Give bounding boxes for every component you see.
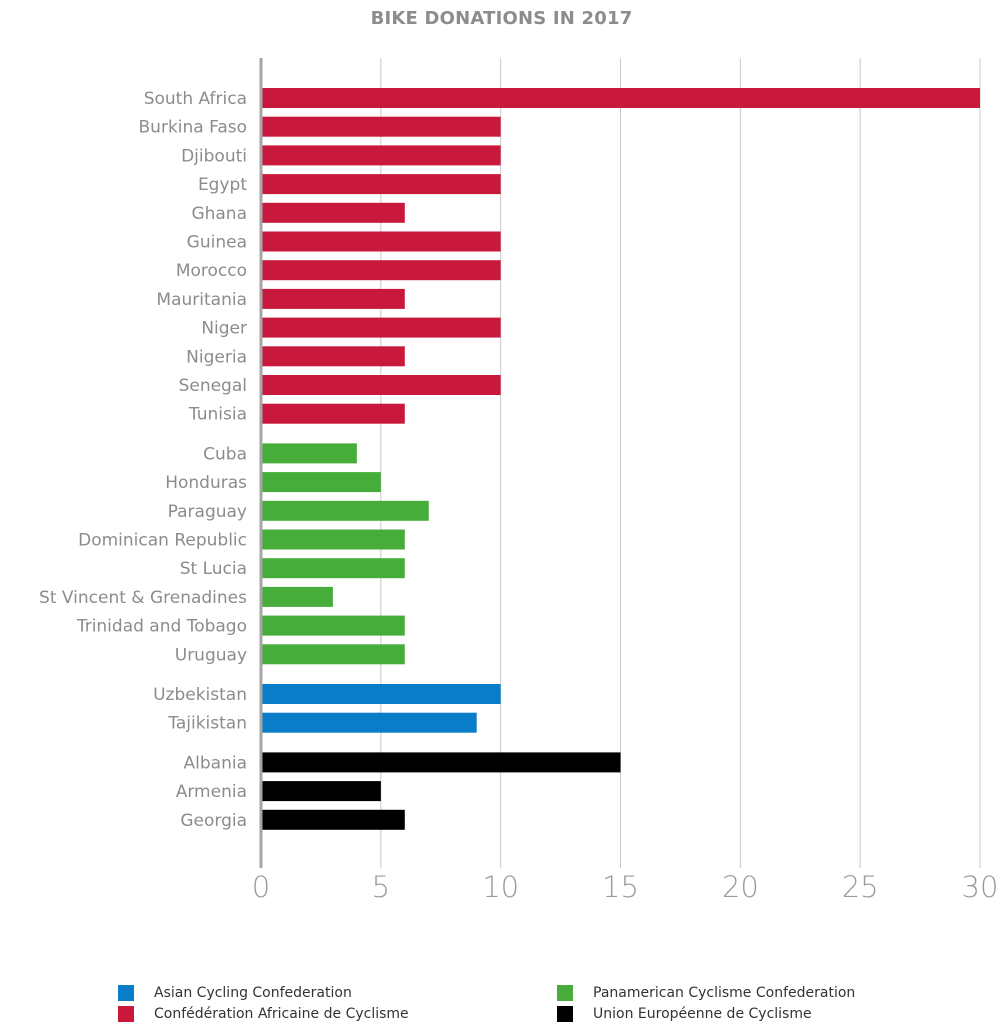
legend-swatch-asian	[118, 985, 134, 1001]
bar-uruguay	[261, 644, 405, 665]
category-label-senegal: Senegal	[179, 376, 247, 396]
x-tick-label-0: 0	[252, 870, 270, 904]
legend-label-panamerican: Panamerican Cyclisme Confederation	[593, 985, 856, 1001]
bar-guinea	[261, 231, 501, 252]
bar-albania	[261, 752, 621, 773]
bar-paraguay	[261, 500, 429, 521]
bar-dominican-republic	[261, 529, 405, 550]
bar-georgia	[261, 809, 405, 830]
category-label-armenia: Armenia	[176, 782, 247, 802]
category-label-tunisia: Tunisia	[188, 405, 247, 425]
legend-label-europeenne: Union Européenne de Cyclisme	[593, 1006, 812, 1022]
category-label-uzbekistan: Uzbekistan	[153, 685, 247, 705]
gridlines	[380, 58, 981, 868]
category-label-niger: Niger	[201, 319, 247, 339]
x-tick-labels: 0 5 10 15 20 25 30	[252, 870, 999, 904]
category-label-cuba: Cuba	[203, 444, 247, 464]
bar-tunisia	[261, 403, 405, 424]
category-label-uruguay: Uruguay	[175, 645, 247, 665]
category-label-albania: Albania	[184, 753, 247, 773]
bar-nigeria	[261, 346, 405, 367]
x-tick-label-15: 15	[602, 870, 639, 904]
category-label-djibouti: Djibouti	[181, 146, 247, 166]
bar-south-africa	[261, 88, 980, 108]
bar-djibouti	[261, 145, 501, 166]
x-tick-label-10: 10	[482, 870, 519, 904]
bar-cuba	[261, 443, 357, 464]
category-label-trinidad-and-tobago: Trinidad and Tobago	[76, 617, 247, 637]
bar-mauritania	[261, 288, 405, 309]
bar-st-lucia	[261, 558, 405, 579]
category-label-st-lucia: St Lucia	[180, 559, 247, 579]
x-tick-label-30: 30	[962, 870, 999, 904]
category-label-egypt: Egypt	[198, 175, 247, 195]
x-tick-label-25: 25	[842, 870, 879, 904]
x-tick-label-20: 20	[722, 870, 759, 904]
bar-trinidad-and-tobago	[261, 615, 405, 636]
category-label-st-vincent-grenadines: St Vincent & Grenadines	[39, 588, 247, 608]
category-label-guinea: Guinea	[187, 233, 247, 253]
bar-st-vincent-grenadines	[261, 586, 333, 607]
legend-label-africaine: Confédération Africaine de Cyclisme	[154, 1006, 409, 1022]
bar-burkina-faso	[261, 116, 501, 137]
bar-senegal	[261, 375, 501, 395]
legend-swatch-europeenne	[557, 1006, 573, 1022]
category-label-ghana: Ghana	[191, 204, 247, 224]
bar-honduras	[261, 472, 381, 493]
category-label-georgia: Georgia	[180, 811, 247, 831]
legend-swatch-panamerican	[557, 985, 573, 1001]
x-tick-label-5: 5	[372, 870, 390, 904]
bar-ghana	[261, 202, 405, 223]
bars	[261, 88, 980, 830]
category-label-morocco: Morocco	[176, 261, 247, 281]
chart-title: BIKE DONATIONS IN 2017	[370, 8, 633, 29]
bar-chart: South Africa Burkina Faso Djibouti Egypt Gha…	[39, 58, 999, 904]
category-label-paraguay: Paraguay	[168, 502, 247, 522]
category-label-burkina-faso: Burkina Faso	[139, 118, 247, 138]
category-label-south-africa: South Africa	[144, 89, 247, 109]
bar-egypt	[261, 174, 501, 195]
category-labels: South Africa Burkina Faso Djibouti Egypt Gha…	[39, 89, 247, 831]
bar-tajikistan	[261, 712, 477, 733]
category-label-honduras: Honduras	[165, 473, 247, 493]
bar-uzbekistan	[261, 684, 501, 704]
bar-armenia	[261, 781, 381, 802]
legend-label-asian: Asian Cycling Confederation	[154, 985, 352, 1001]
category-label-tajikistan: Tajikistan	[167, 714, 247, 734]
bar-morocco	[261, 260, 501, 281]
category-label-dominican-republic: Dominican Republic	[78, 531, 247, 551]
bar-niger	[261, 317, 501, 338]
category-label-mauritania: Mauritania	[156, 290, 247, 310]
legend-swatch-africaine	[118, 1006, 134, 1022]
category-label-nigeria: Nigeria	[186, 347, 247, 367]
